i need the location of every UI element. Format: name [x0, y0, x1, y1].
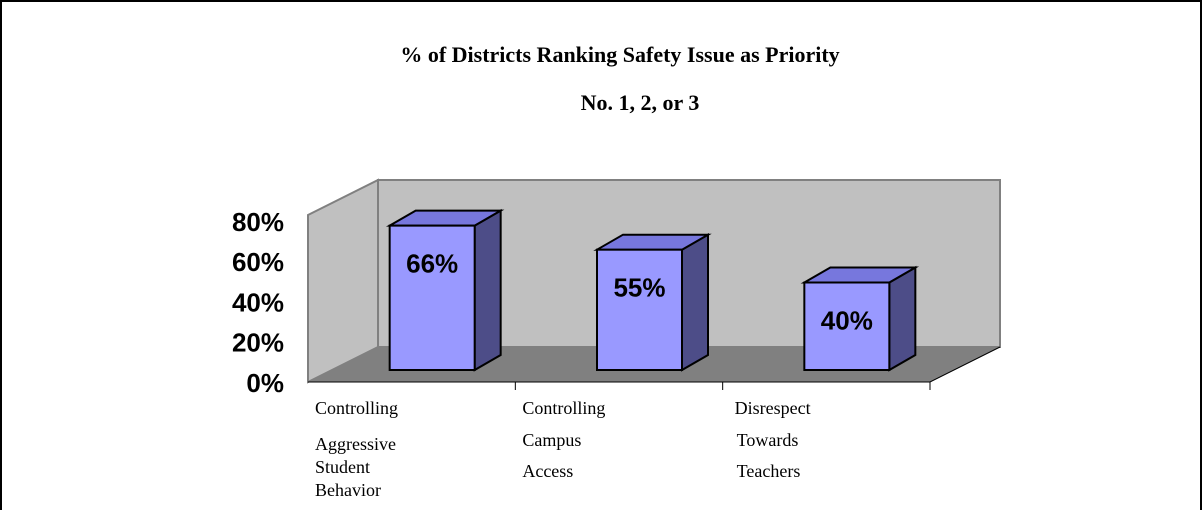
value-label: 55% — [613, 273, 665, 303]
chart-title: % of Districts Ranking Safety Issue as P… — [400, 42, 839, 67]
bar — [596, 248, 683, 371]
y-tick-label: 80% — [232, 207, 284, 237]
x-tick-label: Aggressive — [315, 434, 396, 454]
y-tick-label: 0% — [246, 368, 284, 398]
x-tick-label: Disrespect — [735, 398, 811, 418]
x-tick-label: Campus — [522, 430, 581, 450]
value-label: 40% — [821, 305, 873, 335]
bar-side — [681, 232, 709, 372]
y-tick-label: 60% — [232, 247, 284, 277]
x-tick-label: Teachers — [737, 461, 801, 481]
bar — [803, 281, 891, 371]
chart-subtitle: No. 1, 2, or 3 — [581, 90, 700, 115]
value-label: 66% — [406, 249, 458, 279]
bar — [388, 224, 476, 371]
x-axis-depth — [929, 346, 1001, 383]
side-wall — [307, 178, 379, 384]
x-tick-label: Student — [315, 457, 370, 477]
bar-side — [888, 265, 917, 372]
bar-side — [473, 208, 502, 372]
x-tick-label: Behavior — [315, 480, 381, 500]
x-tick-label: Controlling — [315, 398, 398, 418]
y-tick-label: 40% — [232, 287, 284, 317]
y-tick-label: 20% — [232, 328, 284, 358]
x-tick-label: Controlling — [522, 398, 605, 418]
x-tick-label: Access — [522, 461, 573, 481]
x-tick-label: Towards — [737, 430, 799, 450]
